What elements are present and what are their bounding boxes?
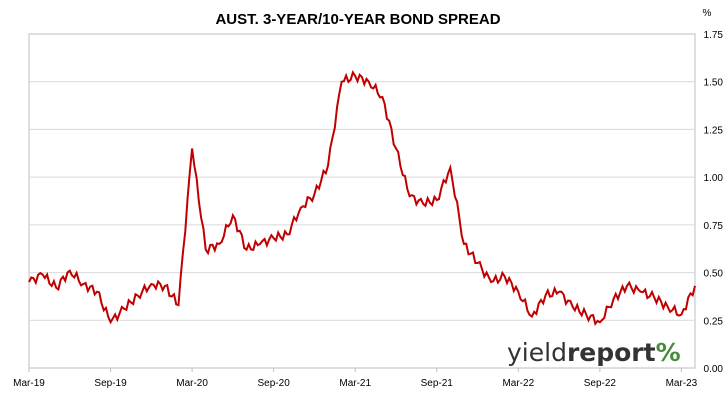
- x-tick-label: Sep-19: [94, 378, 127, 389]
- yieldreport-watermark: yieldreport%: [507, 338, 681, 367]
- y-tick-label: 1.50: [704, 78, 724, 89]
- plot-border: [28, 33, 696, 369]
- y-tick-label: 1.25: [704, 125, 724, 136]
- x-axis-ticks: Mar-19 Sep-19 Mar-20 Sep-20 Mar-21 Sep-21 Mar-…: [13, 368, 698, 389]
- x-tick-label: Mar-22: [502, 378, 534, 389]
- x-tick-label: Sep-20: [258, 378, 291, 389]
- chart-title: AUST. 3-YEAR/10-YEAR BOND SPREAD: [215, 11, 500, 28]
- x-tick-label: Sep-22: [584, 378, 617, 389]
- x-tick-label: Mar-20: [176, 378, 208, 389]
- series-line-spread: [28, 70, 696, 327]
- x-tick-label: Mar-21: [339, 378, 371, 389]
- x-tick-label: Sep-21: [421, 378, 454, 389]
- watermark-word-yield: yield: [507, 338, 567, 367]
- y-tick-label: 1.75: [704, 30, 724, 41]
- y-tick-label: 0.50: [704, 269, 724, 280]
- x-tick-label: Mar-19: [13, 378, 45, 389]
- y-tick-label: 1.00: [704, 173, 724, 184]
- y-tick-label: 0.25: [704, 316, 724, 327]
- svg-text:yieldreport%: yieldreport%: [507, 338, 681, 367]
- y-tick-label: 0.75: [704, 221, 724, 232]
- watermark-word-report: report: [567, 338, 656, 367]
- x-tick-label: Mar-23: [666, 378, 698, 389]
- gridlines: [29, 81, 695, 321]
- y-tick-label: 0.00: [704, 364, 724, 375]
- y-axis-ticks: 0.00 0.25 0.50 0.75 1.00 1.25 1.50 1.75: [704, 30, 724, 375]
- y-axis-unit: %: [703, 8, 712, 19]
- watermark-percent-symbol: %: [656, 338, 681, 367]
